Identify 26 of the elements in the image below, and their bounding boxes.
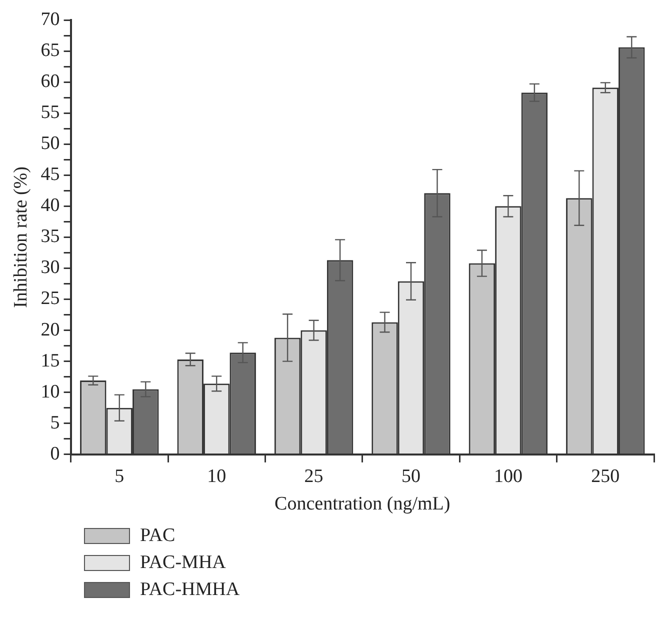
x-tick-label: 100 [494, 466, 522, 487]
x-tick-label: 50 [402, 466, 420, 487]
y-tick-label: 25 [40, 288, 60, 310]
legend-label: PAC-MHA [140, 552, 226, 574]
x-axis-title: Concentration (ng/mL) [274, 494, 450, 515]
y-tick-label: 35 [40, 226, 60, 248]
y-tick-label: 20 [40, 319, 60, 340]
legend-label: PAC [140, 524, 176, 546]
y-tick-label: 65 [40, 40, 60, 62]
y-tick-label: 45 [40, 164, 60, 186]
y-tick-label: 40 [40, 195, 60, 216]
y-tick-label: 0 [50, 443, 60, 464]
y-tick-label: 10 [40, 381, 60, 402]
legend-label: PAC-HMHA [140, 578, 240, 600]
x-tick-label: 5 [114, 466, 124, 487]
x-tick-label: 25 [304, 466, 324, 487]
y-tick-label: 15 [40, 350, 60, 372]
y-tick-label: 30 [40, 257, 60, 278]
y-tick-label: 60 [40, 71, 60, 92]
y-tick-label: 5 [50, 412, 60, 434]
y-tick-label: 70 [40, 8, 60, 30]
y-tick-label: 50 [40, 133, 60, 154]
y-axis-title: Inhibition rate (%) [10, 166, 32, 308]
y-tick-label: 55 [40, 102, 60, 124]
x-tick-label: 10 [207, 466, 226, 487]
x-tick-label: 250 [591, 466, 620, 487]
